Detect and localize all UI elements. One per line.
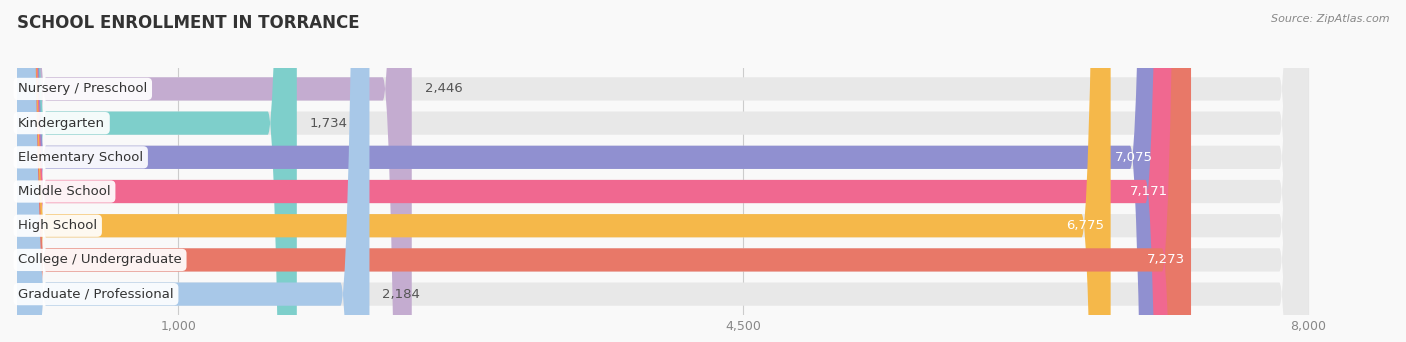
Text: SCHOOL ENROLLMENT IN TORRANCE: SCHOOL ENROLLMENT IN TORRANCE — [17, 14, 360, 32]
FancyBboxPatch shape — [17, 0, 1309, 342]
Text: College / Undergraduate: College / Undergraduate — [18, 253, 181, 266]
FancyBboxPatch shape — [17, 0, 1174, 342]
FancyBboxPatch shape — [17, 0, 297, 342]
Text: 2,184: 2,184 — [382, 288, 420, 301]
Text: Graduate / Professional: Graduate / Professional — [18, 288, 174, 301]
Text: 2,446: 2,446 — [425, 82, 463, 95]
Text: 1,734: 1,734 — [309, 117, 347, 130]
FancyBboxPatch shape — [17, 0, 1309, 342]
FancyBboxPatch shape — [17, 0, 1111, 342]
FancyBboxPatch shape — [17, 0, 412, 342]
FancyBboxPatch shape — [17, 0, 1309, 342]
Text: 7,075: 7,075 — [1115, 151, 1153, 164]
FancyBboxPatch shape — [17, 0, 1159, 342]
Text: Middle School: Middle School — [18, 185, 111, 198]
Text: Source: ZipAtlas.com: Source: ZipAtlas.com — [1271, 14, 1389, 24]
Text: 7,171: 7,171 — [1130, 185, 1168, 198]
Text: Elementary School: Elementary School — [18, 151, 143, 164]
FancyBboxPatch shape — [17, 0, 1309, 342]
Text: 6,775: 6,775 — [1066, 219, 1104, 232]
Text: High School: High School — [18, 219, 97, 232]
FancyBboxPatch shape — [17, 0, 370, 342]
Text: Nursery / Preschool: Nursery / Preschool — [18, 82, 148, 95]
Text: Kindergarten: Kindergarten — [18, 117, 105, 130]
FancyBboxPatch shape — [17, 0, 1309, 342]
Text: 7,273: 7,273 — [1146, 253, 1185, 266]
FancyBboxPatch shape — [17, 0, 1191, 342]
FancyBboxPatch shape — [17, 0, 1309, 342]
FancyBboxPatch shape — [17, 0, 1309, 342]
